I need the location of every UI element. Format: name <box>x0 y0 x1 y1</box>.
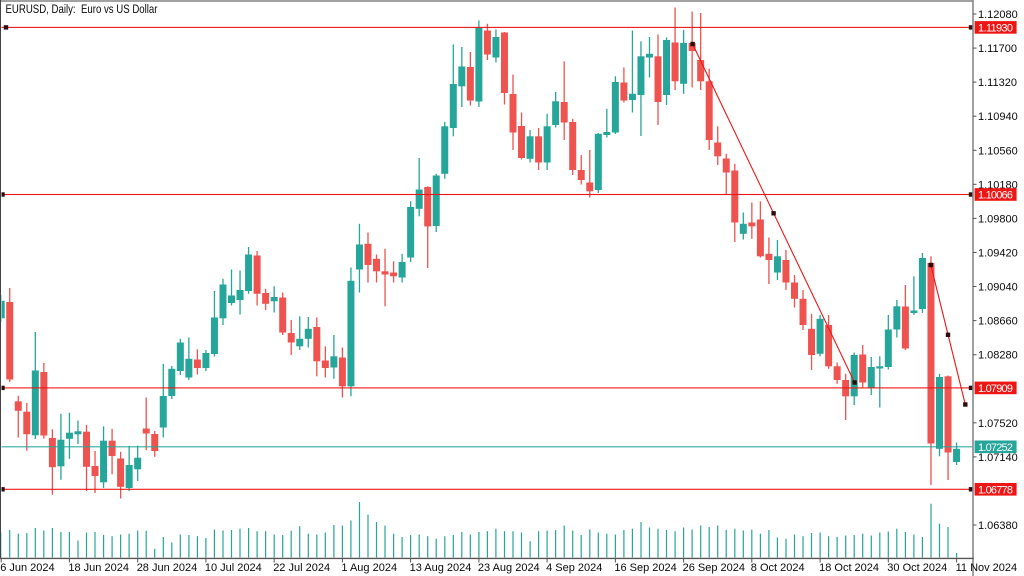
svg-text:EURUSD, Daily: Euro vs US Dol: EURUSD, Daily: Euro vs US Dollar <box>6 2 158 16</box>
svg-text:1.10940: 1.10940 <box>978 111 1018 123</box>
svg-text:22 Jul 2024: 22 Jul 2024 <box>273 562 330 574</box>
svg-text:1 Aug 2024: 1 Aug 2024 <box>341 562 397 574</box>
svg-text:13 Aug 2024: 13 Aug 2024 <box>410 562 472 574</box>
svg-text:26 Sep 2024: 26 Sep 2024 <box>683 562 745 574</box>
svg-text:1.11700: 1.11700 <box>978 43 1017 55</box>
svg-text:1.08280: 1.08280 <box>978 350 1018 362</box>
svg-text:1.07252: 1.07252 <box>978 442 1013 454</box>
svg-text:30 Oct 2024: 30 Oct 2024 <box>887 562 947 574</box>
svg-text:1.12080: 1.12080 <box>978 9 1018 21</box>
svg-text:16 Sep 2024: 16 Sep 2024 <box>614 562 676 574</box>
svg-text:1.10560: 1.10560 <box>978 145 1018 157</box>
svg-text:1.09800: 1.09800 <box>978 213 1018 225</box>
svg-text:8 Oct 2024: 8 Oct 2024 <box>751 562 805 574</box>
svg-text:18 Jun 2024: 18 Jun 2024 <box>68 562 129 574</box>
svg-text:1.09420: 1.09420 <box>978 248 1018 260</box>
svg-text:18 Oct 2024: 18 Oct 2024 <box>819 562 879 574</box>
svg-text:1.07909: 1.07909 <box>978 383 1013 395</box>
svg-text:28 Jun 2024: 28 Jun 2024 <box>137 562 198 574</box>
svg-text:1.08660: 1.08660 <box>978 316 1018 328</box>
svg-text:1.09040: 1.09040 <box>978 282 1018 294</box>
svg-text:1.07520: 1.07520 <box>978 418 1018 430</box>
svg-text:1.11930: 1.11930 <box>978 23 1013 35</box>
svg-text:1.11320: 1.11320 <box>978 77 1017 89</box>
svg-text:1.10066: 1.10066 <box>978 190 1013 202</box>
svg-text:1.06380: 1.06380 <box>978 520 1018 532</box>
svg-text:1.07140: 1.07140 <box>978 452 1018 464</box>
svg-text:4 Sep 2024: 4 Sep 2024 <box>546 562 602 574</box>
svg-text:10 Jul 2024: 10 Jul 2024 <box>205 562 262 574</box>
svg-text:11 Nov 2024: 11 Nov 2024 <box>956 562 1018 574</box>
svg-text:1.06778: 1.06778 <box>978 485 1013 497</box>
svg-text:6 Jun 2024: 6 Jun 2024 <box>0 562 54 574</box>
svg-text:23 Aug 2024: 23 Aug 2024 <box>478 562 540 574</box>
